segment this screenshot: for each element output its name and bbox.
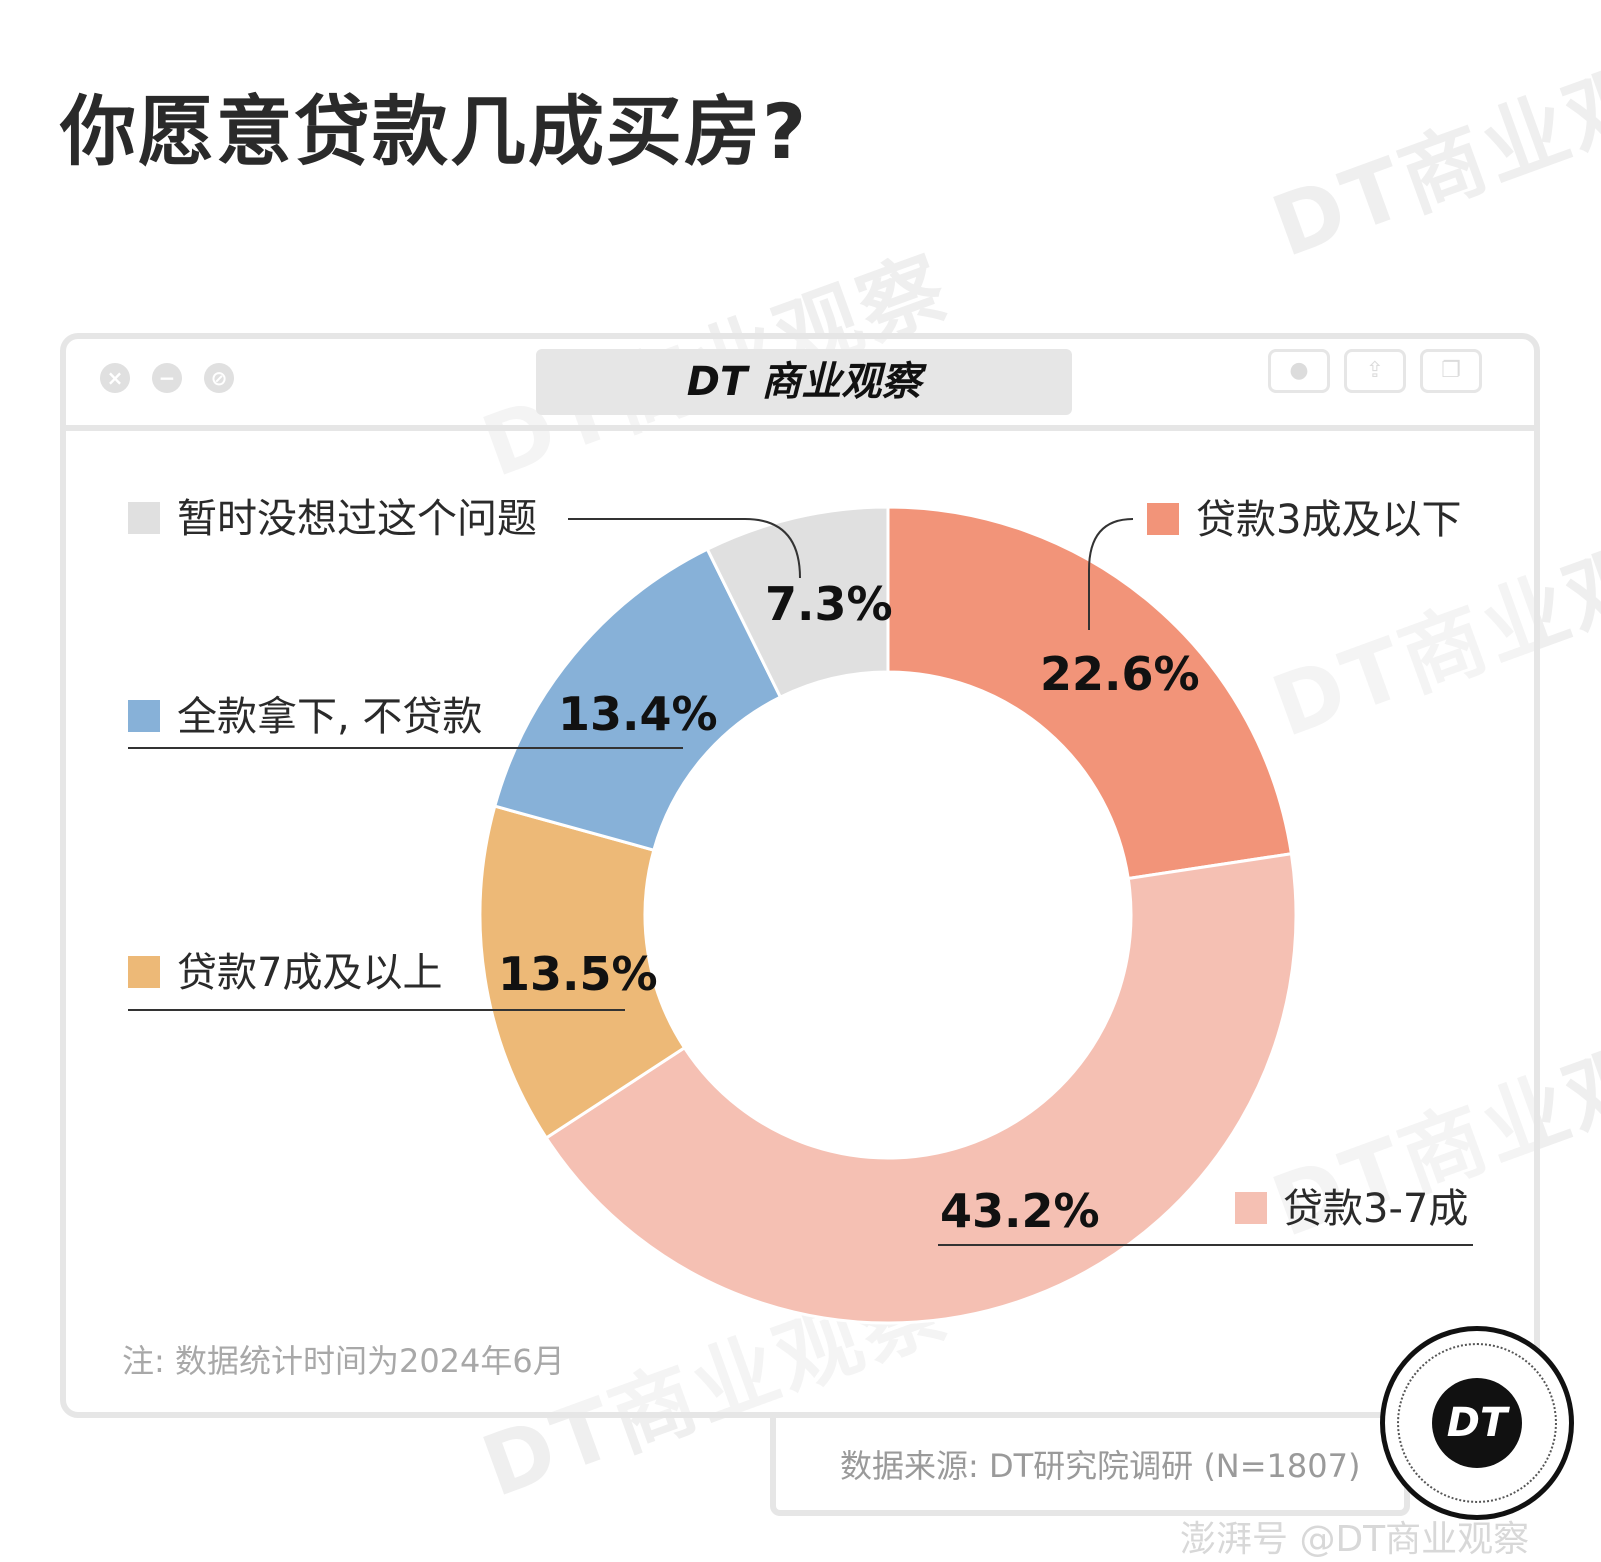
- minimize-icon[interactable]: −: [152, 363, 182, 393]
- legend-label-above-70: 贷款7成及以上: [177, 950, 442, 996]
- dt-logo-icon: DT: [1432, 1378, 1522, 1468]
- slice-no-plan: [705, 505, 890, 700]
- brand-tab: DT 商业观察: [536, 349, 1072, 415]
- legend-swatch-above-70: [128, 956, 160, 988]
- legend-swatch-30-to-70: [1235, 1192, 1267, 1224]
- slice-below-30: [886, 505, 1294, 881]
- legend-label-no-plan: 暂时没想过这个问题: [177, 496, 537, 542]
- slice-full-payment: [492, 547, 783, 852]
- legend-swatch-full-payment: [128, 700, 160, 732]
- value-label-above-70: 13.5%: [498, 947, 658, 1001]
- badge-ring: [1397, 1343, 1557, 1503]
- slice-30-to-70: [544, 851, 1298, 1325]
- windows-icon[interactable]: ❐: [1420, 349, 1482, 393]
- slice-above-70: [478, 804, 687, 1141]
- close-icon[interactable]: ×: [100, 363, 130, 393]
- value-label-30-to-70: 43.2%: [940, 1184, 1100, 1238]
- dt-logo-badge: DT: [1380, 1326, 1574, 1520]
- record-icon[interactable]: ●: [1268, 349, 1330, 393]
- value-label-full-payment: 13.4%: [558, 687, 718, 741]
- data-source: 数据来源: DT研究院调研 (N=1807): [840, 1447, 1361, 1485]
- value-label-below-30: 22.6%: [1040, 647, 1200, 701]
- legend-label-full-payment: 全款拿下, 不贷款: [177, 694, 482, 740]
- legend-swatch-below-30: [1147, 503, 1179, 535]
- value-label-no-plan: 7.3%: [765, 577, 893, 631]
- legend-label-30-to-70: 贷款3-7成: [1283, 1186, 1468, 1232]
- share-icon[interactable]: ⇪: [1344, 349, 1406, 393]
- leader-line-no-plan: [568, 518, 801, 579]
- footer-credit: 澎湃号 @DT商业观察: [1180, 1519, 1530, 1560]
- legend-swatch-no-plan: [128, 502, 160, 534]
- window-title-bar: × − ⊘ DT 商业观察 ● ⇪ ❐: [66, 339, 1534, 431]
- legend-label-below-30: 贷款3成及以下: [1196, 497, 1461, 543]
- leader-line-below-30: [1088, 518, 1134, 630]
- chart-note: 注: 数据统计时间为2024年6月: [122, 1342, 565, 1380]
- page-title: 你愿意贷款几成买房?: [60, 87, 809, 176]
- no-entry-icon[interactable]: ⊘: [204, 363, 234, 393]
